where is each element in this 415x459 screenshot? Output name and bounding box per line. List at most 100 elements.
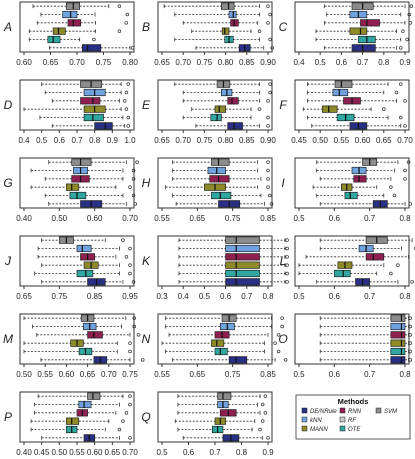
x-tick-label: 0.7 bbox=[241, 292, 253, 301]
panel-label: N bbox=[142, 332, 151, 346]
outlier-point bbox=[126, 124, 130, 128]
outlier-point bbox=[140, 358, 145, 362]
panel-h: H 0.55 0.65 0.75 0.85 bbox=[142, 157, 276, 223]
x-tick-label: 0.6 bbox=[336, 58, 348, 67]
panel-label: K bbox=[142, 254, 151, 268]
x-tick-label: 0.75 bbox=[225, 214, 241, 223]
outlier-point bbox=[280, 324, 284, 329]
box-mann bbox=[66, 417, 80, 425]
box-svm bbox=[71, 158, 92, 166]
outlier-point bbox=[92, 37, 96, 42]
outlier-point bbox=[270, 46, 274, 50]
outlier-point bbox=[399, 115, 403, 120]
outlier-point bbox=[403, 99, 407, 103]
legend-swatch bbox=[301, 407, 308, 414]
outlier-point bbox=[131, 193, 136, 198]
panel-a: A 0.60 0.65 0.70 0.75 0.80 bbox=[3, 1, 138, 67]
box-rnn bbox=[365, 253, 385, 261]
panel-n: N 0.55 0.65 0.75 0.85 bbox=[142, 313, 288, 379]
outlier-point bbox=[124, 90, 129, 95]
outlier-point bbox=[283, 358, 288, 362]
panel-g: G 0.40 0.50 0.60 0.70 bbox=[3, 157, 139, 223]
x-tick-label: 0.85 bbox=[239, 58, 255, 67]
x-tick-label: 0.75 bbox=[197, 58, 213, 67]
box-ote bbox=[344, 191, 358, 200]
outlier-point bbox=[266, 160, 270, 164]
legend-swatch bbox=[339, 425, 346, 432]
outlier-point bbox=[285, 263, 289, 267]
outlier-point bbox=[263, 411, 268, 415]
outlier-point bbox=[122, 99, 127, 103]
x-tick-label: 0.55 bbox=[334, 136, 350, 145]
panel-label: L bbox=[280, 254, 287, 268]
legend-item-label: RNN bbox=[348, 409, 362, 415]
outlier-point bbox=[124, 411, 129, 415]
x-tick-label: 0.50 bbox=[16, 370, 32, 379]
x-tick-label: 0.65 bbox=[16, 292, 32, 301]
x-tick-label: 0.40 bbox=[16, 214, 32, 223]
box-ote bbox=[69, 191, 87, 200]
outlier-point bbox=[408, 349, 413, 354]
panel-f: F 0.45 0.50 0.55 0.60 0.65 0.70 bbox=[279, 79, 413, 145]
outlier-point bbox=[285, 238, 289, 242]
outlier-point bbox=[128, 185, 132, 189]
outlier-point bbox=[266, 436, 270, 440]
x-tick-label: 0.7 bbox=[364, 214, 376, 223]
x-tick-label: 0.5 bbox=[156, 448, 168, 457]
legend-frame bbox=[295, 394, 411, 440]
panel-label: H bbox=[142, 176, 151, 190]
box-ote bbox=[211, 191, 232, 200]
legend-swatch bbox=[375, 407, 382, 414]
outlier-point bbox=[408, 202, 413, 206]
box-mann bbox=[214, 105, 226, 113]
outlier-point bbox=[280, 316, 284, 320]
box-svm bbox=[217, 392, 232, 400]
box-rnn bbox=[353, 175, 367, 183]
legend-item-label: MANN bbox=[310, 427, 328, 433]
outlier-point bbox=[268, 12, 272, 17]
outlier-point bbox=[403, 124, 407, 128]
x-tick-label: 0.45 bbox=[34, 448, 50, 457]
panel-frame bbox=[19, 391, 135, 443]
outlier-point bbox=[389, 185, 393, 189]
x-tick-label: 0.6 bbox=[220, 292, 232, 301]
outlier-point bbox=[268, 82, 272, 86]
box-svm bbox=[334, 80, 353, 88]
outlier-point bbox=[136, 333, 141, 337]
x-tick-label: 0.50 bbox=[52, 214, 68, 223]
panel-l: L 0.5 0.6 0.7 0.8 bbox=[280, 235, 415, 301]
box-svm bbox=[211, 158, 230, 166]
box-rnn bbox=[209, 175, 230, 183]
panel-frame bbox=[157, 79, 273, 131]
outlier-point bbox=[413, 246, 415, 251]
x-tick-label: 0.5 bbox=[199, 292, 211, 301]
x-tick-label: 0.70 bbox=[175, 136, 191, 145]
box-rnn bbox=[87, 331, 103, 339]
legend-swatch bbox=[339, 407, 346, 414]
panel-m: M 0.50 0.55 0.60 0.65 0.70 0.75 bbox=[3, 313, 145, 379]
x-tick-label: 0.70 bbox=[69, 58, 85, 67]
x-tick-label: 0.6 bbox=[329, 292, 341, 301]
x-tick-label: 0.65 bbox=[80, 370, 96, 379]
box-ote bbox=[390, 347, 406, 356]
panel-frame bbox=[294, 79, 410, 131]
box-rnn bbox=[67, 19, 82, 27]
x-tick-label: 0.85 bbox=[239, 136, 255, 145]
box-ote bbox=[76, 269, 94, 278]
panel-q: Q 0.5 0.6 0.7 0.8 0.9 bbox=[141, 391, 274, 457]
outlier-point bbox=[408, 341, 413, 345]
outlier-point bbox=[389, 271, 393, 276]
x-tick-label: 0.75 bbox=[52, 292, 68, 301]
x-tick-label: 0.55 bbox=[69, 448, 85, 457]
box-svm bbox=[390, 314, 406, 322]
box-rnn bbox=[227, 97, 239, 105]
x-tick-label: 0.80 bbox=[122, 58, 138, 67]
x-tick-label: 0.60 bbox=[16, 58, 32, 67]
panel-j: J 0.65 0.75 0.85 0.95 bbox=[4, 235, 138, 301]
outlier-point bbox=[266, 177, 270, 181]
x-tick-label: 0.60 bbox=[87, 214, 103, 223]
x-tick-label: 0.6 bbox=[329, 370, 341, 379]
box-ote bbox=[333, 269, 351, 278]
outlier-point bbox=[124, 107, 129, 111]
outlier-point bbox=[126, 82, 130, 86]
